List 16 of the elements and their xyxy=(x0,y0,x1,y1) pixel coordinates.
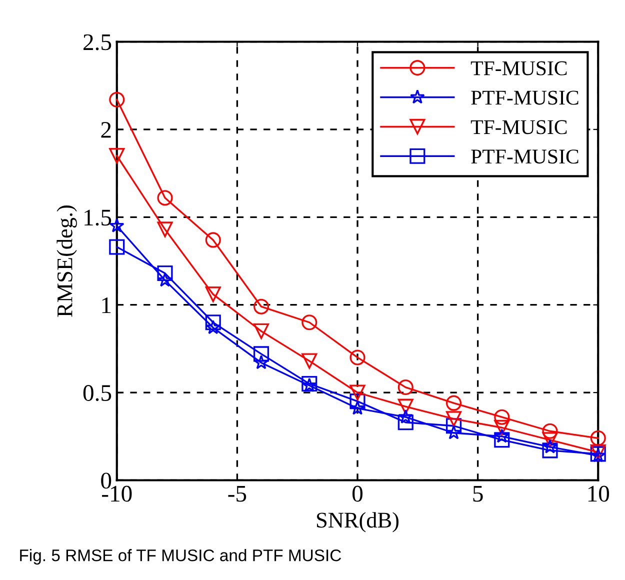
y-tick-label: 1.5 xyxy=(84,210,112,226)
legend-label: TF-MUSIC xyxy=(470,120,567,134)
x-axis-title: SNR(dB) xyxy=(317,512,399,532)
y-tick-label: 2 xyxy=(101,122,111,138)
y-tick-label: 2.5 xyxy=(84,34,112,50)
legend-label: TF-MUSIC xyxy=(470,61,567,76)
legend-label: PTF-MUSIC xyxy=(471,150,578,164)
x-tick-label: 10 xyxy=(588,486,610,502)
y-tick-label: 1 xyxy=(102,297,111,314)
caption: Fig. 5 RMSE of TF MUSIC and PTF MUSIC xyxy=(20,549,342,565)
legend-label: PTF-MUSIC xyxy=(471,90,578,105)
x-tick-label: 0 xyxy=(352,486,363,502)
y-tick-label: 0.5 xyxy=(83,385,112,402)
x-tick-label: -5 xyxy=(228,486,246,502)
x-tick-label: 5 xyxy=(473,486,483,502)
y-axis-title: RMSE(deg.) xyxy=(56,206,77,317)
